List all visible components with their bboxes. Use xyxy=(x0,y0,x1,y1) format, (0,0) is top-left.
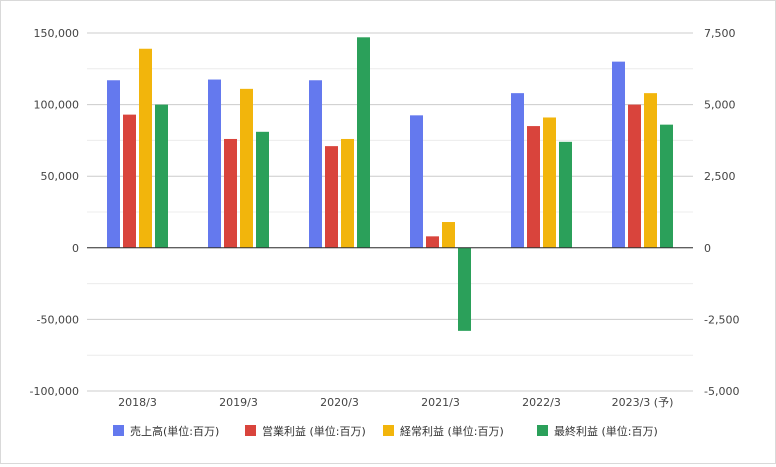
bar-2-4 xyxy=(543,117,556,248)
right-axis-ticks: 7,500 5,000 2,500 0 -2,500 -5,000 xyxy=(704,27,739,398)
bar-1-5 xyxy=(628,104,641,248)
left-tick-label: -100,000 xyxy=(30,385,79,398)
bar-0-4 xyxy=(511,93,524,248)
bar-3-0 xyxy=(155,104,168,248)
x-tick-label: 2021/3 xyxy=(421,396,460,409)
right-tick-label: 0 xyxy=(704,242,711,255)
x-tick-label: 2019/3 xyxy=(219,396,258,409)
bar-2-2 xyxy=(341,138,354,248)
bar-3-5 xyxy=(660,124,673,248)
bar-0-0 xyxy=(107,80,120,248)
x-tick-label: 2018/3 xyxy=(118,396,157,409)
right-tick-label: 2,500 xyxy=(704,170,736,183)
bar-3-2 xyxy=(357,37,370,248)
x-tick-label: 2020/3 xyxy=(320,396,359,409)
bar-1-0 xyxy=(123,114,136,248)
legend: 売上高(単位:百万) 営業利益 (単位:百万) 経常利益 (単位:百万) 最終利益 (… xyxy=(113,424,658,438)
right-tick-label: 7,500 xyxy=(704,27,736,40)
right-tick-label: -2,500 xyxy=(704,313,739,326)
gridlines xyxy=(87,32,693,392)
bar-2-1 xyxy=(240,88,253,248)
legend-swatch xyxy=(383,425,394,436)
bar-2-0 xyxy=(139,48,152,248)
left-tick-label: 150,000 xyxy=(34,27,80,40)
bar-marks xyxy=(107,37,673,331)
x-axis-ticks: 2018/3 2019/3 2020/3 2021/3 2022/3 2023/3 (予) xyxy=(118,396,673,409)
legend-swatch xyxy=(113,425,124,436)
bar-2-3 xyxy=(442,222,455,248)
right-tick-label: -5,000 xyxy=(704,385,739,398)
bar-3-4 xyxy=(559,141,572,248)
bar-1-1 xyxy=(224,138,237,248)
legend-label: 最終利益 (単位:百万) xyxy=(554,424,658,438)
legend-label: 売上高(単位:百万) xyxy=(130,424,219,438)
bar-0-3 xyxy=(410,115,423,248)
bar-1-3 xyxy=(426,236,439,248)
left-tick-label: -50,000 xyxy=(37,313,79,326)
x-tick-label: 2022/3 xyxy=(522,396,561,409)
legend-swatch xyxy=(245,425,256,436)
bar-1-2 xyxy=(325,146,338,248)
x-tick-label: 2023/3 (予) xyxy=(612,396,674,409)
bar-2-5 xyxy=(644,93,657,248)
legend-label: 経常利益 (単位:百万) xyxy=(400,424,504,438)
bar-3-3 xyxy=(458,247,471,331)
bar-3-1 xyxy=(256,131,269,248)
bar-0-5 xyxy=(612,61,625,248)
bar-0-2 xyxy=(309,80,322,248)
left-tick-label: 100,000 xyxy=(34,99,80,112)
left-axis-ticks: 150,000 100,000 50,000 0 -50,000 -100,000 xyxy=(30,27,79,398)
right-tick-label: 5,000 xyxy=(704,99,736,112)
bar-1-4 xyxy=(527,126,540,248)
legend-label: 営業利益 (単位:百万) xyxy=(262,424,366,438)
left-tick-label: 0 xyxy=(72,242,79,255)
legend-swatch xyxy=(537,425,548,436)
bar-0-1 xyxy=(208,79,221,248)
left-tick-label: 50,000 xyxy=(41,170,80,183)
